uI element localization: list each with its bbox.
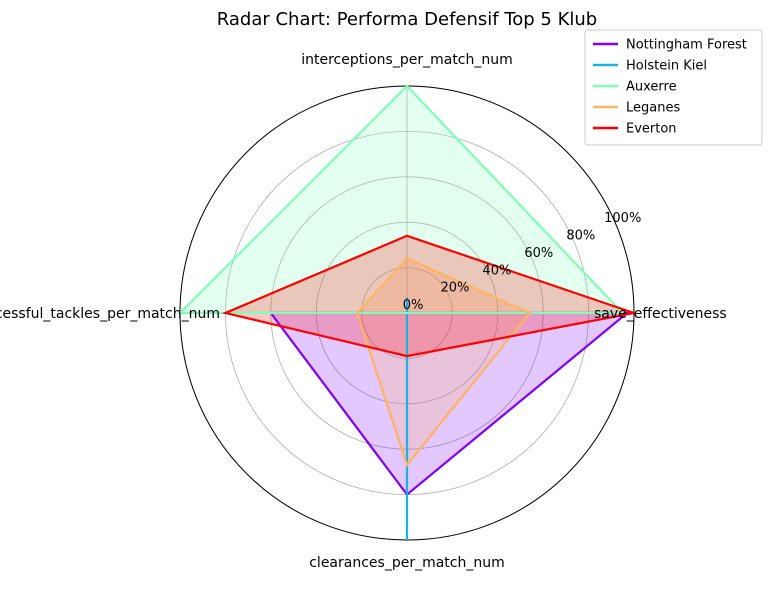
axis-labels: save_effectiveness interceptions_per_matc… [0, 52, 727, 571]
legend: Nottingham Forest Holstein Kiel Auxerre Leg… [584, 29, 763, 146]
series-fills [180, 86, 634, 495]
radial-tick-labels: 0% 20% 40% 60% 80% 100% [403, 211, 642, 313]
axis-label: interceptions_per_match_num [301, 52, 513, 68]
series-lines [177, 84, 639, 540]
series-area [180, 86, 623, 313]
radial-tick-label: 60% [524, 246, 553, 261]
legend-label: Leganes [626, 101, 680, 116]
axis-label: save_effectiveness [594, 306, 727, 322]
legend-label: Nottingham Forest [626, 38, 747, 53]
legend-label: Everton [626, 122, 677, 137]
radial-tick-label: 20% [440, 281, 469, 296]
axis-label: successful_tackles_per_match_num [0, 306, 220, 322]
legend-label: Holstein Kiel [626, 59, 707, 74]
radial-tick-label: 80% [566, 229, 595, 244]
series-line [221, 234, 639, 358]
radial-tick-label: 100% [604, 211, 641, 226]
radial-tick-label: 0% [403, 298, 424, 313]
series-area [225, 235, 634, 357]
legend-box [584, 29, 763, 146]
chart-title: Radar Chart: Performa Defensif Top 5 Klu… [217, 9, 597, 30]
legend-label: Auxerre [626, 80, 677, 95]
series-line [177, 84, 626, 315]
series-line [355, 257, 532, 468]
series-area [270, 313, 628, 495]
radial-tick-label: 40% [482, 263, 511, 278]
axis-label: clearances_per_match_num [309, 555, 505, 571]
series-area [357, 258, 530, 466]
